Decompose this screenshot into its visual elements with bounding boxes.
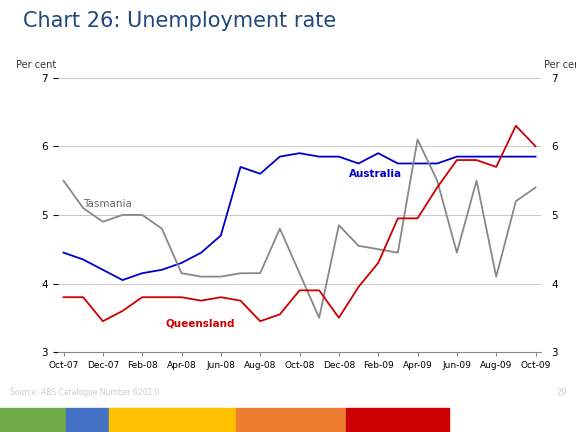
Text: Chart 26: Unemployment rate: Chart 26: Unemployment rate <box>23 11 336 31</box>
Bar <box>346 408 449 432</box>
Text: Queensland: Queensland <box>166 318 235 328</box>
Text: Source: ABS Catalogue Number 6202.0: Source: ABS Catalogue Number 6202.0 <box>10 388 160 397</box>
Text: Per cent: Per cent <box>544 60 576 70</box>
Text: Per cent: Per cent <box>17 60 56 70</box>
Bar <box>0 408 66 432</box>
Text: Australia: Australia <box>348 169 402 179</box>
Bar <box>109 408 236 432</box>
Bar <box>66 408 109 432</box>
Text: 29: 29 <box>557 388 567 397</box>
Text: Tasmania: Tasmania <box>83 199 132 209</box>
Bar <box>236 408 346 432</box>
